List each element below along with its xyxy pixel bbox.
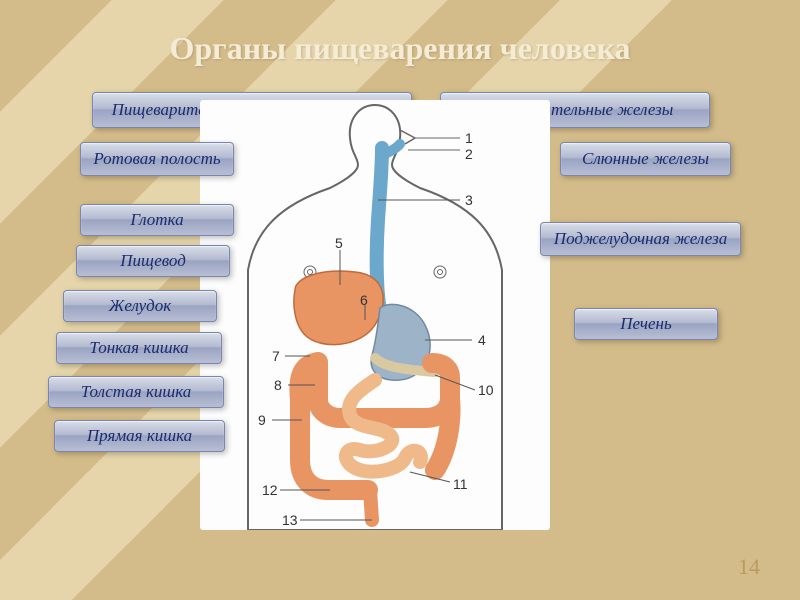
anatomy-diagram: 1 2 3 4 5 6 7 8 9 10 11 12 13	[200, 100, 550, 530]
callout-3: 3	[465, 192, 473, 208]
callout-5: 5	[335, 235, 343, 251]
page-number: 14	[738, 554, 760, 580]
callout-11: 11	[453, 476, 468, 492]
callout-13: 13	[282, 512, 298, 528]
label-small-intestine: Тонкая кишка	[56, 332, 222, 364]
label-liver: Печень	[574, 308, 718, 340]
label-salivary-glands: Слюнные железы	[560, 142, 731, 176]
page-title: Органы пищеварения человека	[0, 30, 800, 67]
callout-10: 10	[478, 382, 494, 398]
callout-12: 12	[262, 482, 278, 498]
callout-4: 4	[478, 332, 486, 348]
label-pharynx: Глотка	[80, 204, 234, 236]
label-rectum: Прямая кишка	[54, 420, 225, 452]
label-stomach: Желудок	[63, 290, 217, 322]
label-pancreas: Поджелудочная железа	[540, 222, 741, 256]
callout-7: 7	[272, 348, 280, 364]
callout-9: 9	[258, 412, 266, 428]
label-large-intestine: Толстая кишка	[48, 376, 224, 408]
callout-1: 1	[465, 130, 473, 146]
callout-6: 6	[360, 292, 368, 308]
label-esophagus: Пищевод	[76, 245, 230, 277]
callout-2: 2	[465, 146, 473, 162]
label-oral-cavity: Ротовая полость	[80, 142, 234, 176]
callout-8: 8	[274, 377, 282, 393]
